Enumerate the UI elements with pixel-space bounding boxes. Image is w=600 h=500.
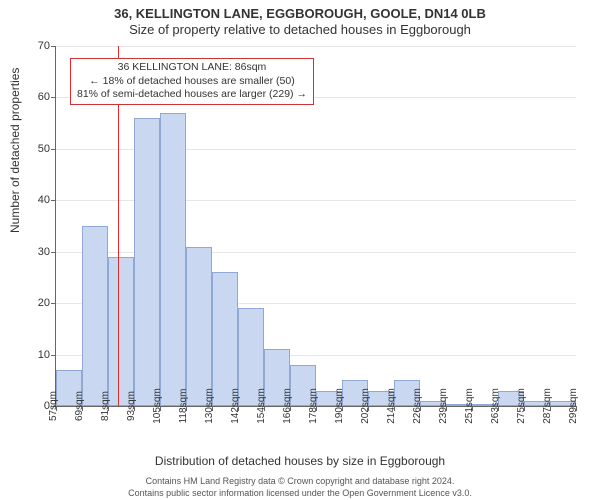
x-axis-label: Distribution of detached houses by size … bbox=[0, 454, 600, 468]
x-tick-label: 142sqm bbox=[224, 388, 241, 424]
y-tick-label: 40 bbox=[38, 194, 56, 206]
histogram-bar bbox=[160, 113, 186, 406]
gridline-h bbox=[56, 46, 576, 47]
annotation-box: 36 KELLINGTON LANE: 86sqm ← 18% of detac… bbox=[70, 58, 314, 105]
plot-area: 01020304050607057sqm69sqm81sqm93sqm105sq… bbox=[55, 46, 576, 407]
annotation-line1: 36 KELLINGTON LANE: 86sqm bbox=[77, 61, 307, 75]
chart-title-main: 36, KELLINGTON LANE, EGGBOROUGH, GOOLE, … bbox=[0, 6, 600, 21]
x-tick-label: 226sqm bbox=[406, 388, 423, 424]
x-tick-label: 275sqm bbox=[510, 388, 527, 424]
x-tick-label: 251sqm bbox=[458, 388, 475, 424]
y-tick-label: 70 bbox=[38, 40, 56, 52]
histogram-bar bbox=[82, 226, 108, 406]
x-tick-label: 287sqm bbox=[536, 388, 553, 424]
x-tick-label: 263sqm bbox=[484, 388, 501, 424]
histogram-bar bbox=[134, 118, 160, 406]
x-tick-label: 214sqm bbox=[380, 388, 397, 424]
histogram-bar bbox=[186, 247, 212, 406]
y-tick-label: 50 bbox=[38, 143, 56, 155]
x-tick-label: 299sqm bbox=[562, 388, 579, 424]
x-tick-label: 190sqm bbox=[328, 388, 345, 424]
y-tick-label: 20 bbox=[38, 297, 56, 309]
x-tick-label: 118sqm bbox=[172, 389, 189, 424]
x-tick-label: 105sqm bbox=[146, 388, 163, 424]
x-tick-label: 178sqm bbox=[302, 388, 319, 424]
annotation-line2: ← 18% of detached houses are smaller (50… bbox=[77, 75, 307, 89]
y-tick-label: 60 bbox=[38, 91, 56, 103]
x-tick-label: 154sqm bbox=[250, 388, 267, 424]
annotation-line3: 81% of semi-detached houses are larger (… bbox=[77, 88, 307, 102]
y-axis-label: Number of detached properties bbox=[8, 68, 22, 233]
footer-copyright-2: Contains public sector information licen… bbox=[0, 488, 600, 498]
chart-title-sub: Size of property relative to detached ho… bbox=[0, 22, 600, 37]
histogram-bar bbox=[108, 257, 134, 406]
x-tick-label: 93sqm bbox=[120, 391, 137, 421]
x-tick-label: 239sqm bbox=[432, 388, 449, 424]
x-tick-label: 130sqm bbox=[198, 388, 215, 424]
y-tick-label: 10 bbox=[38, 349, 56, 361]
chart-container: 36, KELLINGTON LANE, EGGBOROUGH, GOOLE, … bbox=[0, 0, 600, 500]
x-tick-label: 57sqm bbox=[42, 391, 59, 421]
x-tick-label: 81sqm bbox=[94, 391, 111, 421]
x-tick-label: 166sqm bbox=[276, 388, 293, 424]
x-tick-label: 69sqm bbox=[68, 391, 85, 421]
x-tick-label: 202sqm bbox=[354, 388, 371, 424]
histogram-bar bbox=[212, 272, 238, 406]
footer-copyright-1: Contains HM Land Registry data © Crown c… bbox=[0, 476, 600, 486]
y-tick-label: 30 bbox=[38, 246, 56, 258]
